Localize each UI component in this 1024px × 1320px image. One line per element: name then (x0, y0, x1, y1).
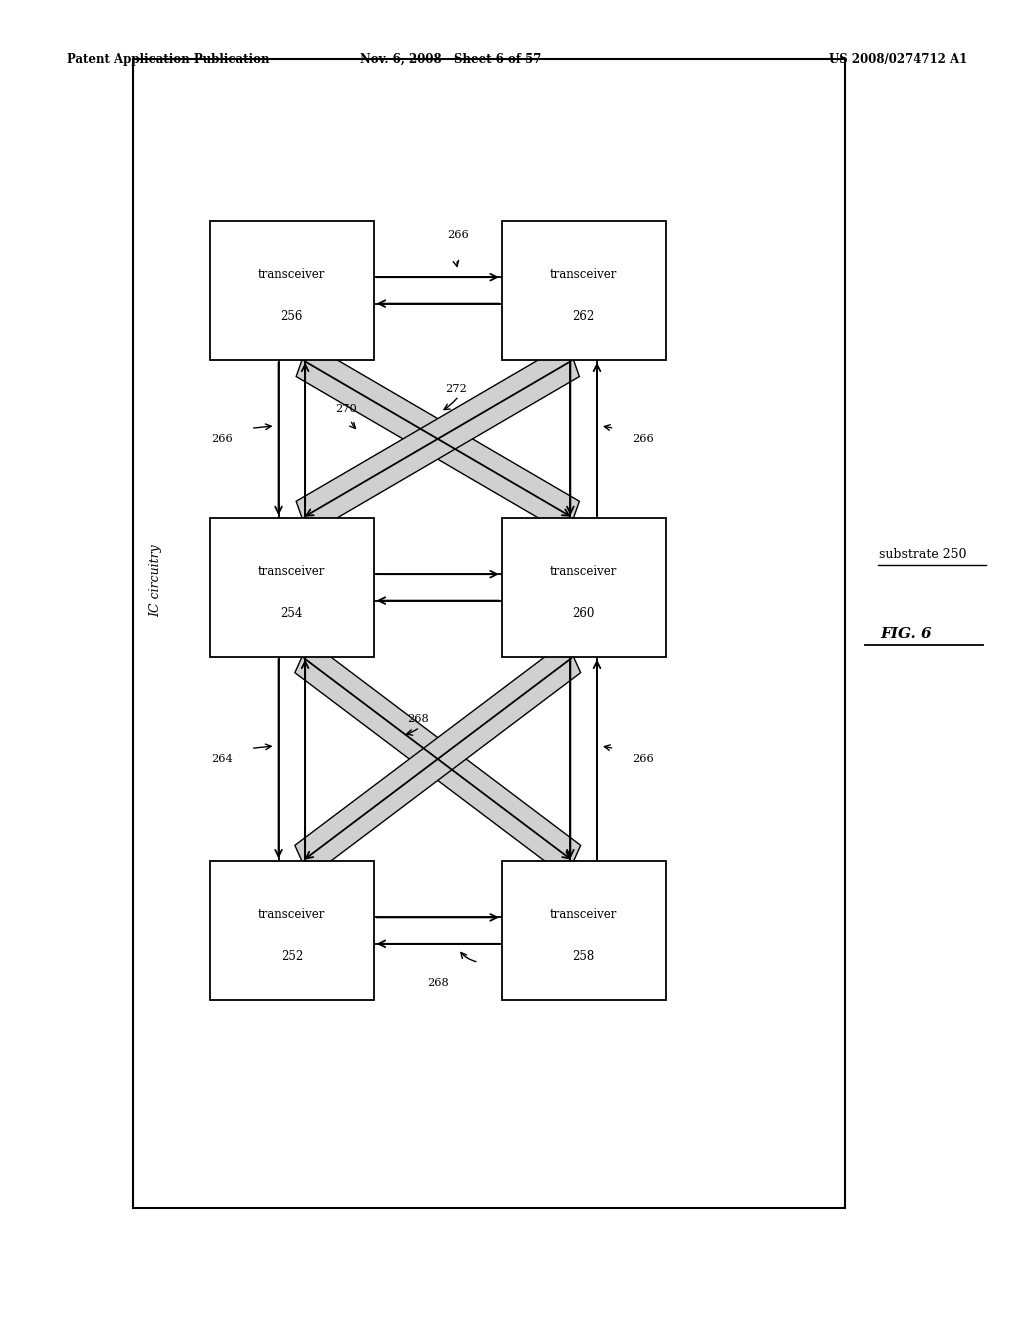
Bar (133, 59, 845, 1208)
Text: Patent Application Publication: Patent Application Publication (67, 53, 269, 66)
Text: IC circuitry: IC circuitry (150, 544, 162, 618)
Polygon shape (295, 640, 581, 878)
Text: transceiver: transceiver (550, 565, 617, 578)
Text: FIG. 6: FIG. 6 (881, 627, 932, 640)
Polygon shape (296, 343, 580, 535)
Text: 258: 258 (572, 950, 595, 964)
Polygon shape (296, 343, 580, 535)
Text: 268: 268 (427, 978, 449, 989)
Text: 266: 266 (211, 434, 233, 444)
Text: transceiver: transceiver (258, 268, 326, 281)
Text: 266: 266 (447, 230, 469, 240)
Text: substrate 250: substrate 250 (879, 548, 966, 561)
Text: 268: 268 (407, 714, 429, 725)
Text: 266: 266 (632, 754, 654, 764)
Text: transceiver: transceiver (258, 565, 326, 578)
Bar (210, 220, 374, 359)
Text: transceiver: transceiver (550, 268, 617, 281)
Text: US 2008/0274712 A1: US 2008/0274712 A1 (829, 53, 968, 66)
Text: transceiver: transceiver (258, 908, 326, 921)
Bar (502, 220, 666, 359)
Text: 252: 252 (281, 950, 303, 964)
Text: 266: 266 (632, 434, 654, 444)
Text: 270: 270 (335, 404, 357, 414)
Bar (502, 517, 666, 656)
Bar (502, 862, 666, 1001)
Text: 260: 260 (572, 607, 595, 620)
Bar (210, 862, 374, 1001)
Text: Nov. 6, 2008   Sheet 6 of 57: Nov. 6, 2008 Sheet 6 of 57 (359, 53, 542, 66)
Text: 264: 264 (211, 754, 233, 764)
Text: 272: 272 (444, 384, 467, 395)
Bar (210, 517, 374, 656)
Text: 254: 254 (281, 607, 303, 620)
Polygon shape (295, 640, 581, 878)
Text: 262: 262 (572, 310, 595, 323)
Text: 256: 256 (281, 310, 303, 323)
Text: transceiver: transceiver (550, 908, 617, 921)
